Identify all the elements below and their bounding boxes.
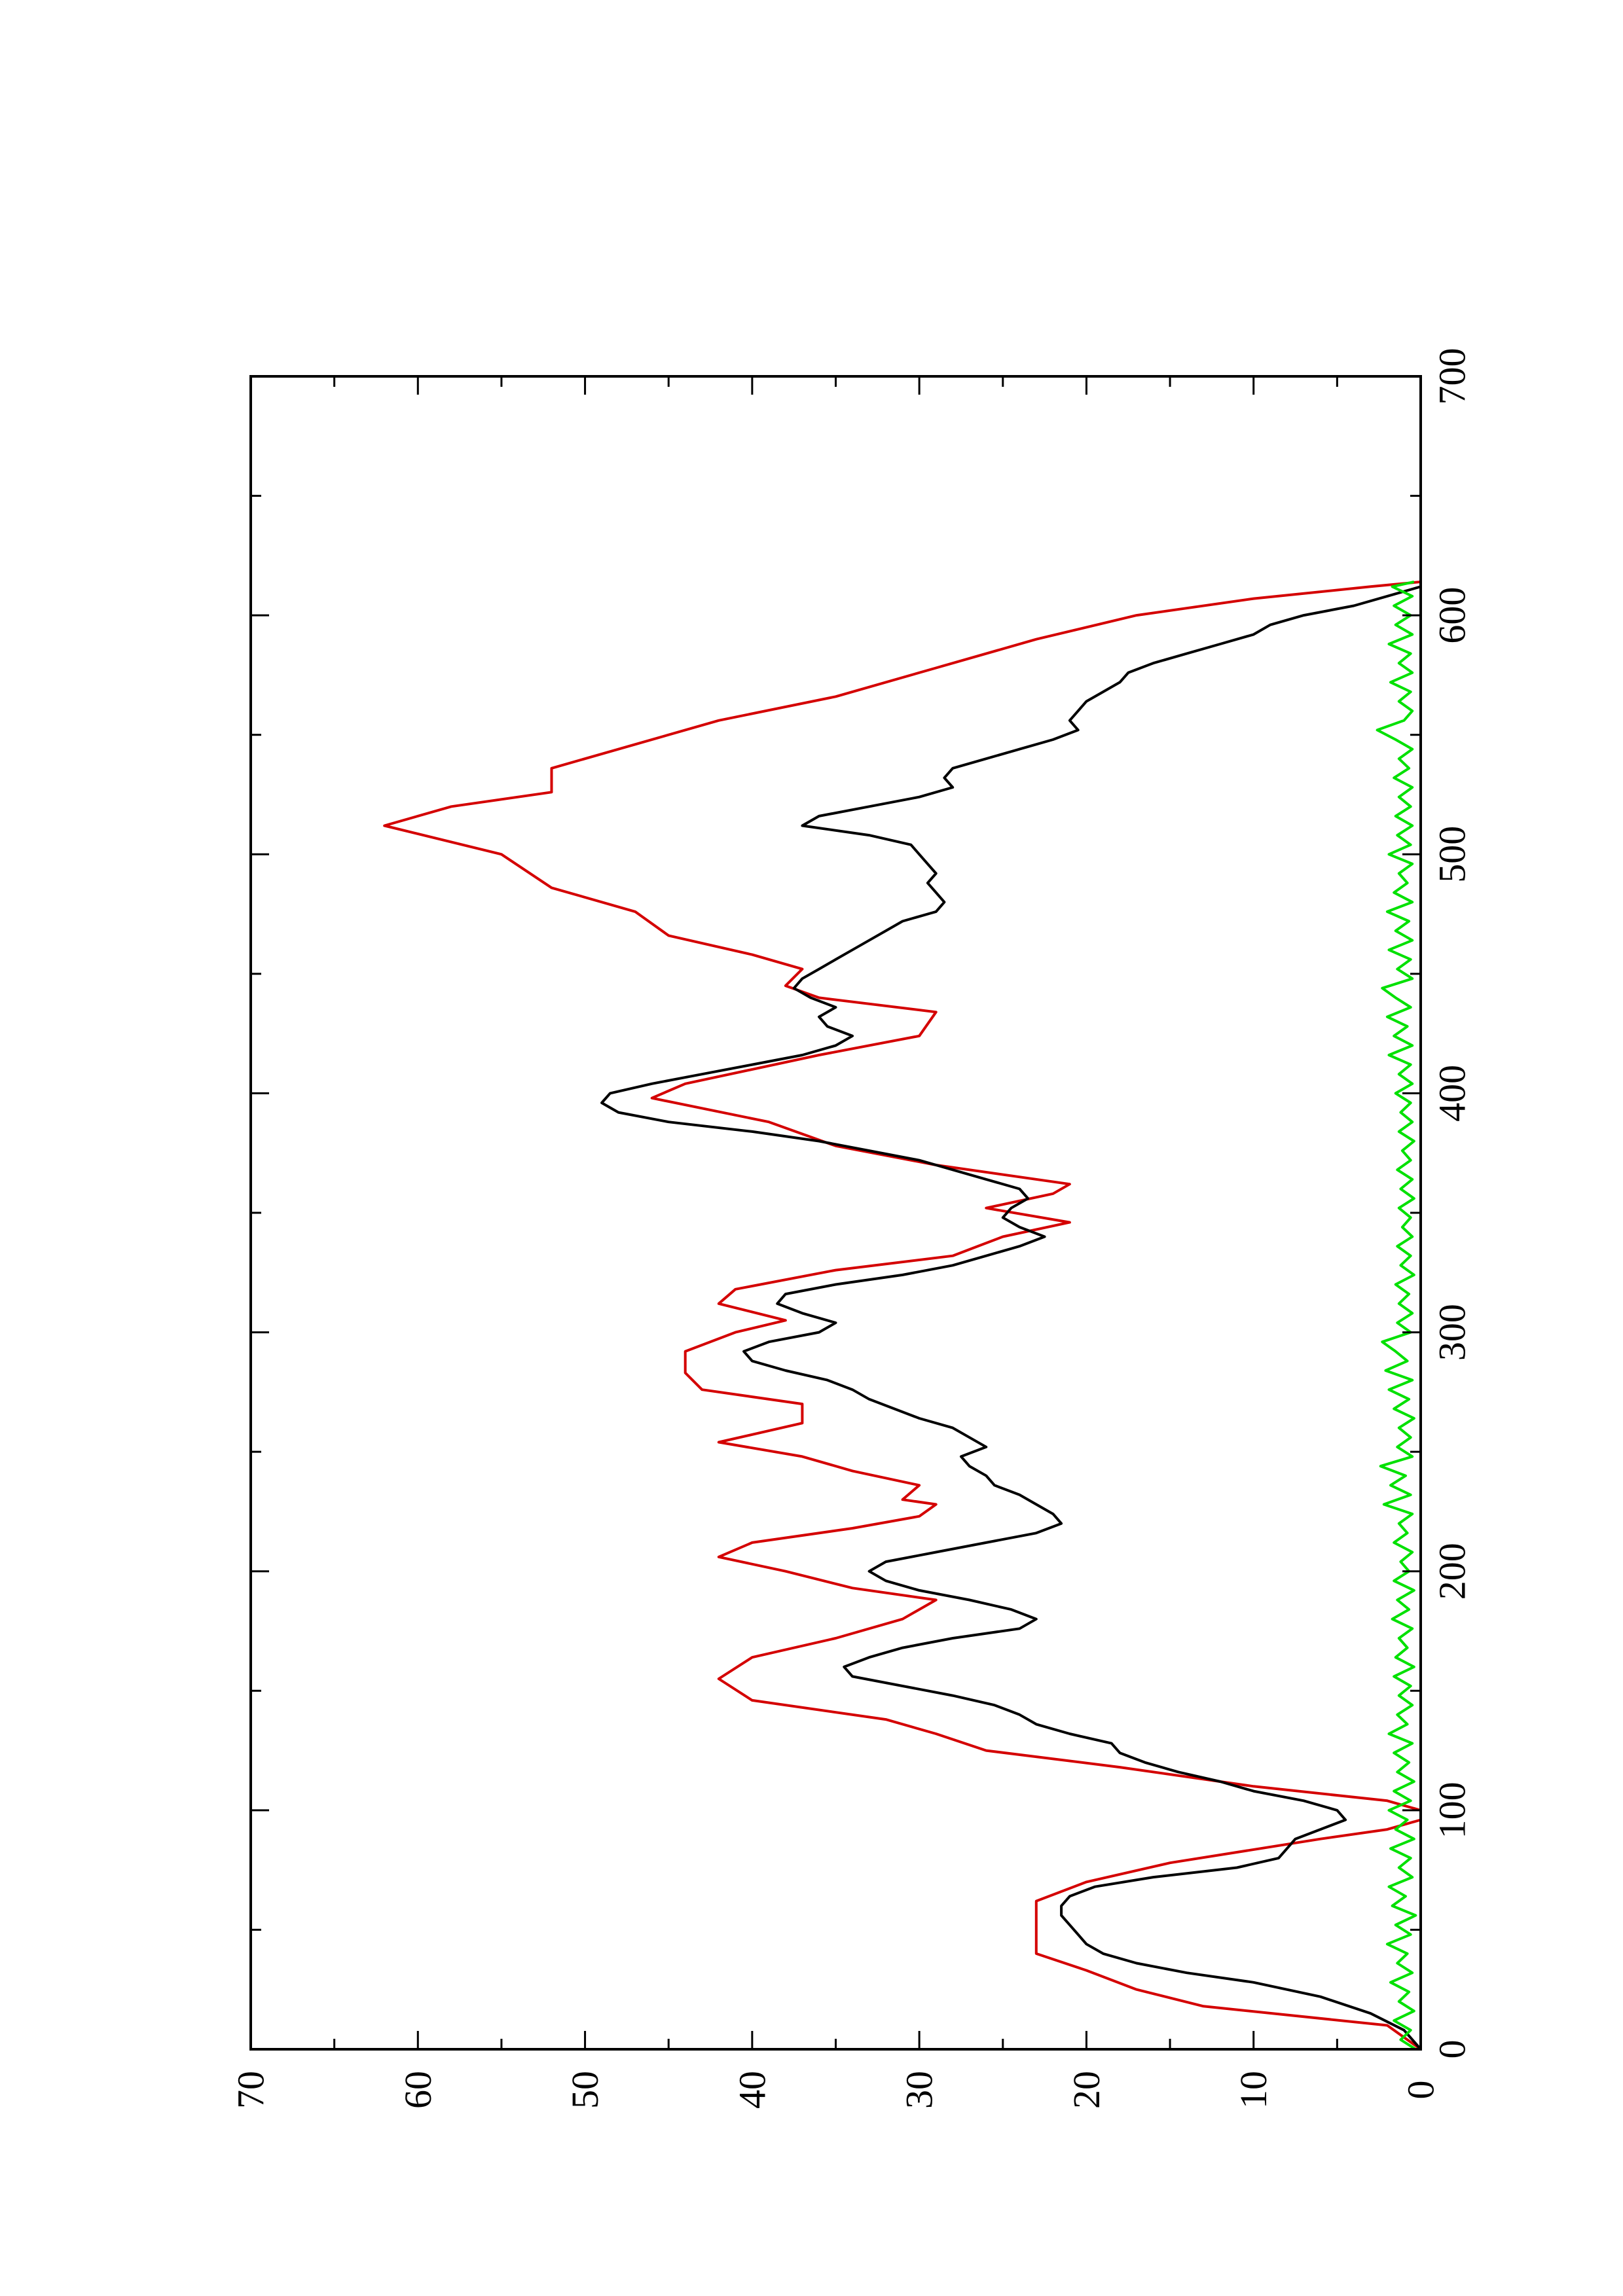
- plot-series: [383, 581, 1422, 2051]
- y-tick-label: 10: [1232, 2071, 1275, 2109]
- series-line-3: [1376, 581, 1417, 2051]
- y-tick-label: 0: [1400, 2081, 1442, 2100]
- series-line-1: [383, 581, 1422, 2051]
- y-tick-label: 30: [898, 2071, 941, 2109]
- axis-ticks: [249, 375, 1422, 2051]
- x-tick-label: 400: [1431, 1065, 1474, 1122]
- x-tick-label: 0: [1431, 2040, 1474, 2059]
- axis-tick-labels: 0 100 200 300 400 500 600 700 0 10 20 30 40 50 60 70: [230, 348, 1474, 2109]
- x-tick-label: 200: [1431, 1543, 1474, 1600]
- y-tick-label: 50: [564, 2071, 606, 2109]
- y-tick-label: 20: [1065, 2071, 1108, 2109]
- x-tick-label: 600: [1431, 587, 1474, 644]
- x-tick-label: 500: [1431, 826, 1474, 883]
- plot-frame: [249, 375, 1422, 2051]
- x-tick-label: 300: [1431, 1304, 1474, 1361]
- y-tick-label: 40: [731, 2071, 773, 2109]
- y-tick-label: 60: [397, 2071, 439, 2109]
- x-tick-label: 100: [1431, 1782, 1474, 1839]
- series-line-2: [600, 585, 1422, 2051]
- x-tick-label: 700: [1431, 348, 1474, 405]
- y-tick-label: 70: [230, 2071, 272, 2109]
